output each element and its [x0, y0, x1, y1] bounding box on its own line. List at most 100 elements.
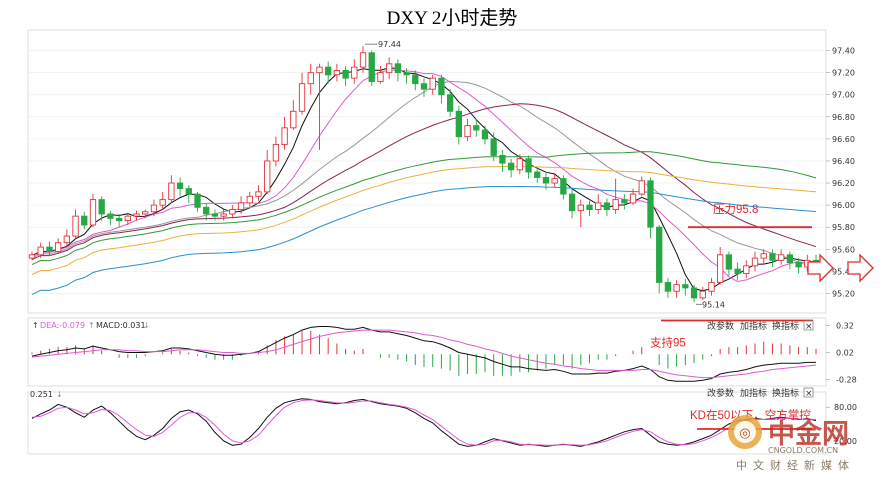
candle-up [255, 191, 262, 197]
candle-down [621, 199, 628, 204]
candle-up [333, 69, 341, 76]
low-label: 95.14 [702, 300, 725, 309]
macd-mid-arrow-icon: ↑ [88, 321, 95, 330]
candle-up [708, 281, 715, 292]
candle-down [568, 193, 576, 212]
candle-up [699, 290, 706, 299]
candle-down [786, 254, 794, 263]
ma-line-10 [31, 69, 817, 283]
candlesticks [28, 46, 820, 303]
ma-line-60 [31, 151, 817, 266]
candle-up [54, 242, 62, 252]
macd-down-arrow-icon: ↓ [143, 321, 150, 330]
candle-up [237, 202, 245, 210]
candle-up [351, 66, 358, 79]
candle-up [464, 125, 471, 138]
macd-header: ↑ DEA:-0.079 ↑ MACD:0.031 ↓ [32, 321, 150, 330]
candle-up [72, 215, 79, 237]
macd-button-0[interactable]: 改参数 [707, 320, 734, 332]
kd-button-2[interactable]: 换指标 [772, 387, 799, 399]
candle-up [133, 213, 140, 217]
watermark-logo: ◎ 中金网 CNGOLD.COM.CN 中文财经新媒体 [728, 415, 855, 472]
support-label: 支持95 [650, 336, 686, 350]
candle-up [717, 254, 724, 283]
candle-down [98, 199, 105, 215]
candle-up [386, 63, 393, 74]
ma-line-120 [31, 166, 817, 275]
candle-down [682, 284, 689, 289]
candle-up [168, 182, 175, 201]
candle-up [377, 72, 384, 82]
candle-down [664, 281, 672, 292]
ma-line-20 [31, 80, 817, 270]
kd-toolbar: 改参数 加指标 换指标 × [707, 387, 814, 399]
candle-down [438, 77, 445, 96]
candle-down [473, 125, 480, 131]
candle-down [534, 171, 541, 178]
candle-up [751, 257, 759, 267]
macd-button-1[interactable]: 加指标 [740, 320, 767, 332]
candle-down [403, 72, 410, 76]
macd-value-readout: MACD:0.031 [96, 321, 146, 330]
chart-title: DXY 2小时走势 [387, 7, 518, 29]
candle-down [446, 94, 454, 112]
candle-down [586, 204, 593, 210]
price-tick-label: 97.20 [832, 69, 855, 78]
candle-up [577, 204, 584, 212]
candle-up [551, 178, 558, 184]
kd-tick-label: 80.00 [834, 403, 857, 412]
candle-up [307, 72, 314, 85]
macd-tick-label: -0.28 [836, 375, 857, 384]
candle-down [368, 52, 375, 82]
candle-up [638, 180, 645, 195]
candle-down [603, 202, 611, 210]
macd-close-icon[interactable]: × [805, 322, 813, 332]
panel-frames [27, 29, 827, 455]
candle-up [124, 215, 131, 222]
candle-up [316, 66, 323, 74]
kd-close-icon[interactable]: × [805, 389, 813, 399]
candle-up [516, 158, 523, 171]
watermark-name: 中金网 [768, 418, 849, 450]
candle-up [359, 52, 367, 68]
ma-line-240 [31, 185, 817, 295]
macd-dif-line [31, 326, 816, 382]
macd-dea-line [31, 329, 817, 379]
candle-down [107, 213, 114, 219]
candle-up [281, 127, 288, 145]
right-arrows [807, 253, 874, 283]
price-axis-ticks: 97.40 97.20 97.00 96.80 96.60 96.40 96.20 96.00… [826, 47, 855, 298]
candle-down [203, 206, 210, 215]
candle-down [734, 268, 741, 275]
macd-button-2[interactable]: 换指标 [772, 320, 799, 332]
kd-axis-ticks: 80.00 20.00 [826, 403, 857, 446]
candle-up [229, 209, 236, 215]
candle-down [46, 246, 53, 252]
candle-down [176, 182, 184, 190]
candle-up [673, 284, 680, 292]
candle-up [760, 253, 767, 259]
kd-lines [31, 398, 817, 447]
price-tick-label: 95.80 [832, 223, 855, 232]
macd-close-button[interactable] [803, 320, 814, 331]
kd-button-1[interactable]: 加指标 [740, 387, 767, 399]
candle-down [455, 110, 462, 138]
coin-logo-inner [734, 421, 756, 443]
kd-close-button[interactable] [803, 387, 814, 398]
candle-down [499, 154, 506, 164]
price-tick-label: 97.00 [832, 91, 855, 100]
candle-down [647, 180, 654, 228]
watermark-tagline: 中文财经新媒体 [736, 458, 855, 472]
price-annotations: 97.44 95.14 压力95.8 支持95 [365, 40, 813, 350]
candle-down [769, 253, 776, 261]
candle-down [560, 178, 567, 195]
high-label: 97.44 [378, 40, 401, 49]
coin-logo-mark: ◎ [739, 426, 750, 441]
kd-annotation-label: KD在50以下，空方掌控 [690, 408, 811, 422]
kd-button-0[interactable]: 改参数 [707, 387, 734, 399]
price-tick-label: 96.40 [832, 157, 855, 166]
candle-up [629, 193, 637, 204]
candle-down [507, 162, 515, 171]
